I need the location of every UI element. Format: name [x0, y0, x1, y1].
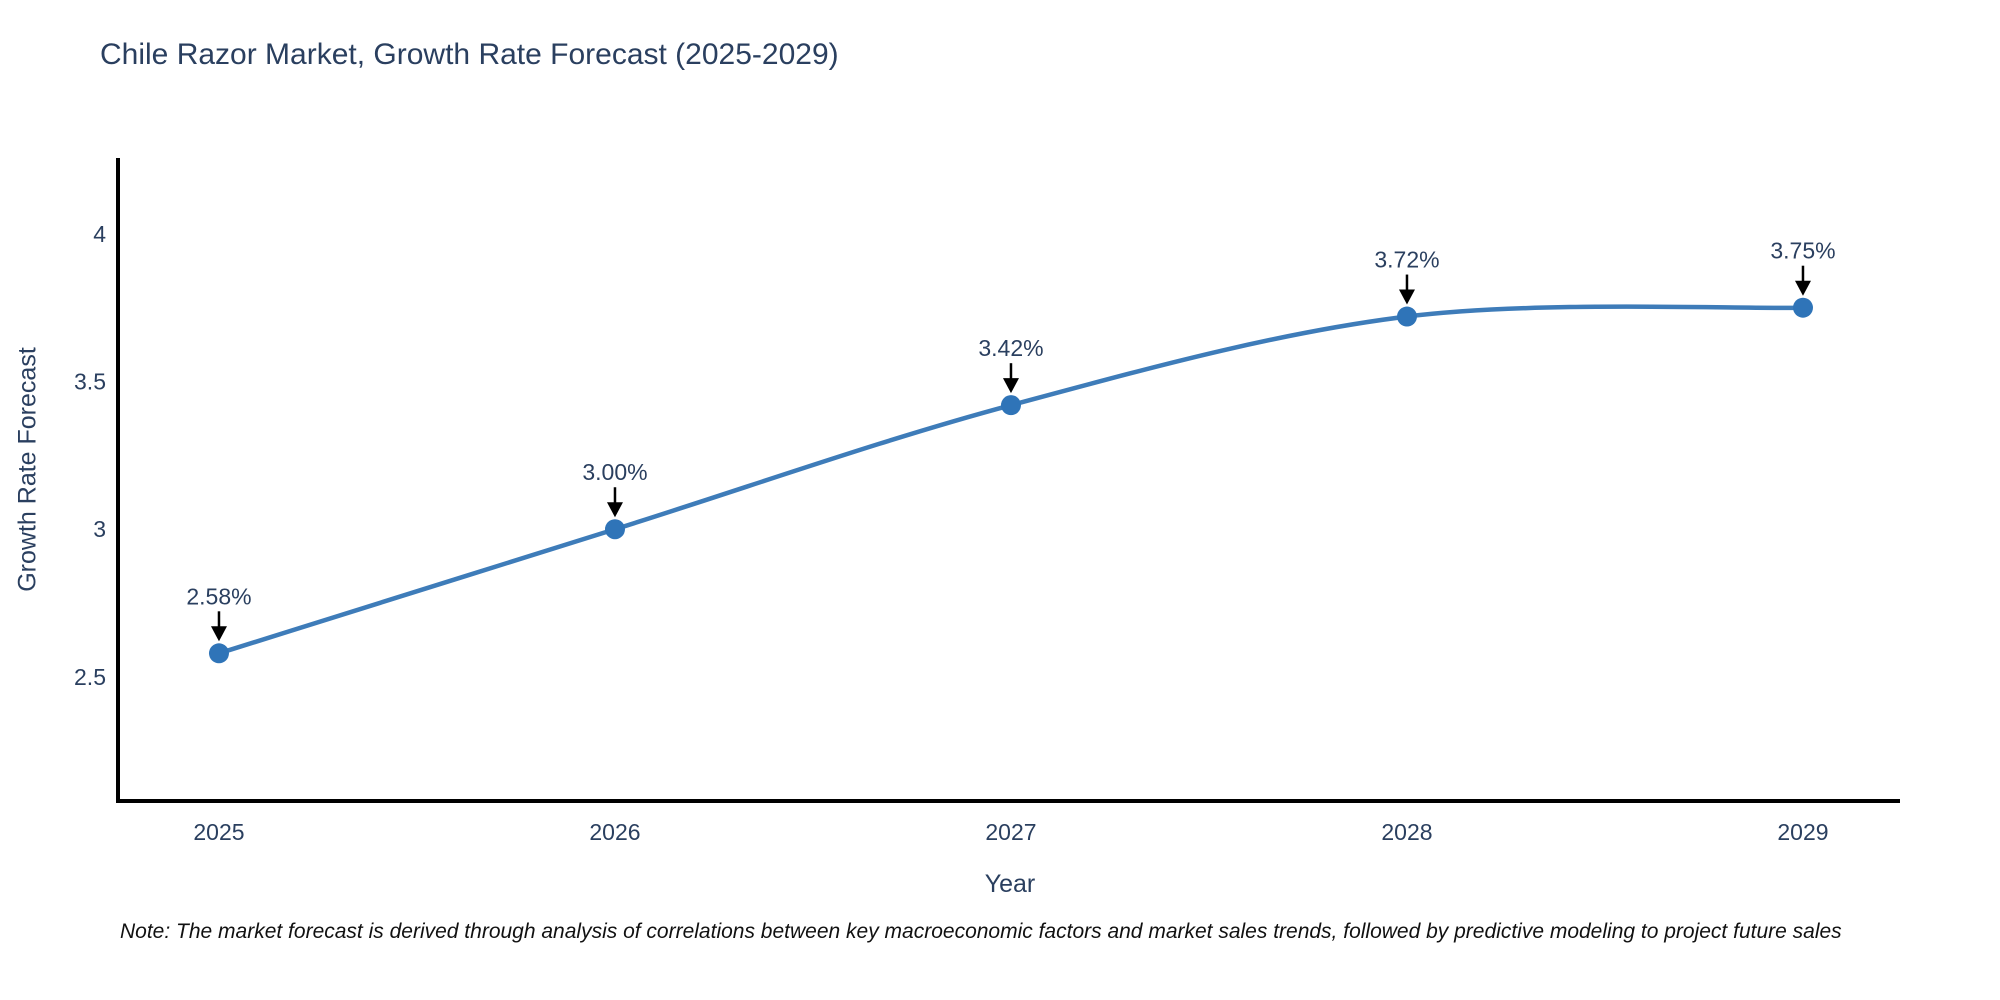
x-tick-label: 2029	[1777, 819, 1828, 845]
annotation-arrowhead-icon	[210, 626, 227, 642]
annotation-label: 2.58%	[186, 583, 251, 609]
x-tick-label: 2027	[985, 819, 1036, 845]
chart-title: Chile Razor Market, Growth Rate Forecast…	[100, 38, 839, 71]
x-axis-title: Year	[984, 870, 1036, 898]
annotation-arrowhead-icon	[606, 502, 623, 518]
y-tick-label: 3	[93, 516, 106, 542]
footnote: Note: The market forecast is derived thr…	[120, 920, 1842, 943]
x-tick-label: 2026	[589, 819, 640, 845]
data-point-marker[interactable]	[1000, 395, 1021, 416]
data-point-marker[interactable]	[1792, 297, 1813, 318]
data-point-marker[interactable]	[208, 643, 229, 664]
x-tick-label: 2025	[193, 819, 244, 845]
y-tick-label: 3.5	[74, 369, 106, 395]
annotation-arrowhead-icon	[1002, 378, 1019, 394]
annotation-label: 3.00%	[582, 459, 647, 485]
annotation-arrowhead-icon	[1794, 280, 1811, 296]
x-tick-label: 2028	[1381, 819, 1432, 845]
data-point-marker[interactable]	[1396, 306, 1417, 327]
y-axis-title: Growth Rate Forecast	[13, 347, 42, 592]
annotation-label: 3.75%	[1770, 238, 1835, 264]
y-tick-label: 4	[93, 221, 106, 247]
annotation-arrowhead-icon	[1398, 289, 1415, 305]
y-tick-label: 2.5	[74, 664, 106, 690]
data-point-marker[interactable]	[604, 519, 625, 540]
annotation-label: 3.42%	[978, 335, 1043, 361]
annotation-label: 3.72%	[1374, 247, 1439, 273]
